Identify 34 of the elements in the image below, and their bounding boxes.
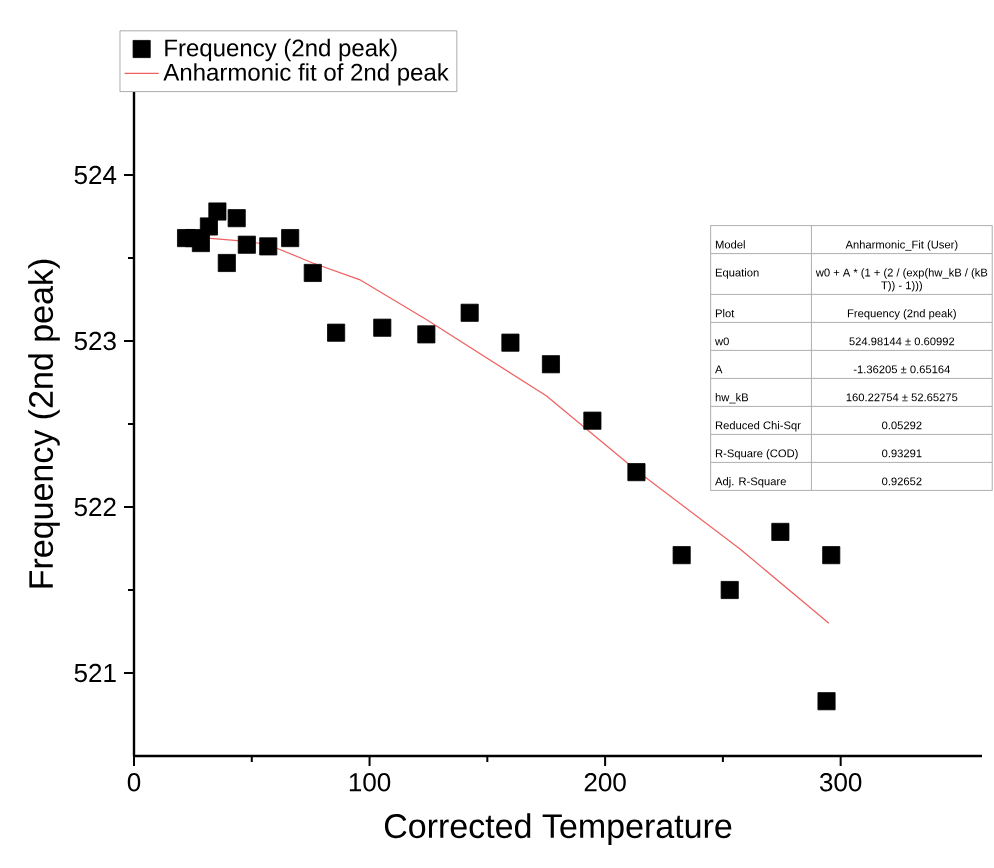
point bbox=[817, 692, 836, 711]
point bbox=[259, 237, 278, 256]
point bbox=[303, 263, 322, 282]
point bbox=[281, 229, 300, 248]
point bbox=[208, 202, 227, 221]
point bbox=[199, 217, 218, 236]
point bbox=[191, 234, 210, 253]
point bbox=[227, 209, 246, 228]
point bbox=[460, 303, 479, 322]
point bbox=[373, 318, 392, 337]
y-tick-label: 522 bbox=[74, 497, 116, 517]
point bbox=[237, 235, 256, 254]
legend-label: Frequency (2nd peak) bbox=[165, 38, 397, 62]
point bbox=[417, 325, 436, 344]
x-tick-label: 300 bbox=[819, 773, 862, 792]
x-tick-label: 200 bbox=[584, 773, 626, 792]
x-axis-title: Corrected Temperature bbox=[384, 813, 732, 845]
x-tick-label: 0 bbox=[127, 773, 141, 792]
point bbox=[541, 355, 560, 374]
point bbox=[672, 546, 691, 565]
x-tick-label: 100 bbox=[349, 773, 391, 792]
point bbox=[583, 411, 602, 430]
y-axis-title: Frequency (2nd peak) bbox=[28, 259, 60, 588]
legend-label: Anharmonic fit of 2nd peak bbox=[163, 63, 449, 86]
y-tick-label: 524 bbox=[74, 165, 117, 185]
y-tick-label: 521 bbox=[74, 663, 116, 683]
point bbox=[720, 581, 739, 599]
point bbox=[822, 546, 841, 565]
point bbox=[327, 323, 346, 342]
point bbox=[627, 463, 646, 482]
point bbox=[501, 333, 520, 352]
y-tick-label: 523 bbox=[74, 331, 116, 351]
point bbox=[771, 522, 790, 541]
point bbox=[217, 253, 236, 272]
